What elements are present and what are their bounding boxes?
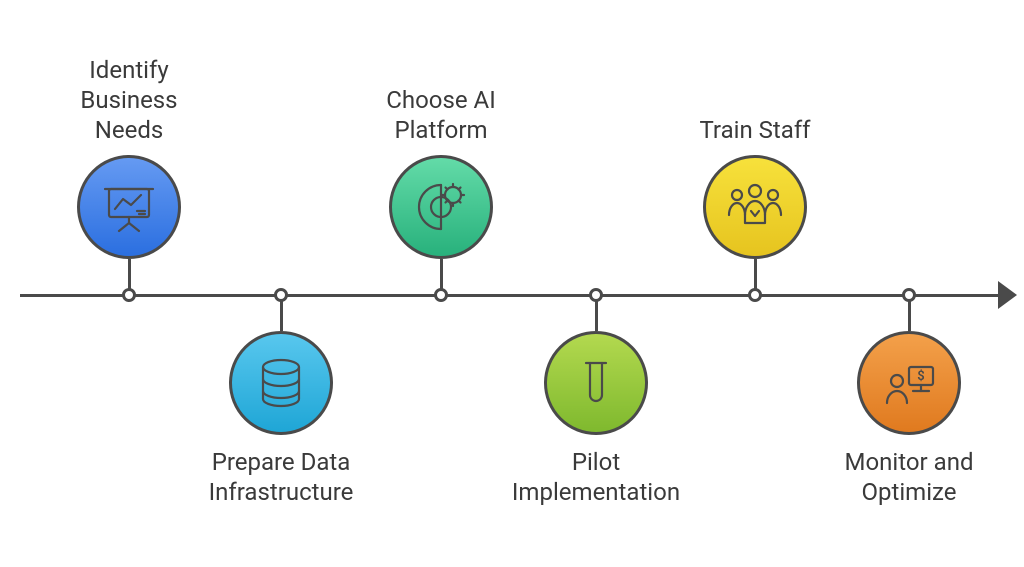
step-circle-pilot <box>544 331 648 435</box>
node-dot-pilot <box>589 288 603 302</box>
presentation-chart-icon <box>97 175 161 239</box>
svg-text:$: $ <box>917 369 924 384</box>
step-circle-choose <box>389 155 493 259</box>
step-circle-monitor: $ <box>857 331 961 435</box>
step-label-pilot: Pilot Implementation <box>476 447 716 507</box>
step-circle-identify <box>77 155 181 259</box>
timeline-axis <box>20 294 1000 297</box>
test-tube-icon <box>564 351 628 415</box>
step-label-choose: Choose AI Platform <box>321 85 561 145</box>
timeline-diagram: Identify Business Needs Prepare Data Inf… <box>0 0 1024 567</box>
step-label-train: Train Staff <box>635 115 875 145</box>
step-circle-train <box>703 155 807 259</box>
node-dot-prepare <box>274 288 288 302</box>
step-label-prepare: Prepare Data Infrastructure <box>161 447 401 507</box>
team-icon <box>723 175 787 239</box>
node-dot-monitor <box>902 288 916 302</box>
step-circle-prepare <box>229 331 333 435</box>
node-dot-choose <box>434 288 448 302</box>
database-icon <box>249 351 313 415</box>
ai-cog-icon <box>409 175 473 239</box>
timeline-arrowhead <box>998 281 1017 309</box>
step-label-monitor: Monitor and Optimize <box>789 447 1024 507</box>
step-label-identify: Identify Business Needs <box>9 55 249 145</box>
analyst-icon: $ <box>877 351 941 415</box>
node-dot-train <box>748 288 762 302</box>
node-dot-identify <box>122 288 136 302</box>
